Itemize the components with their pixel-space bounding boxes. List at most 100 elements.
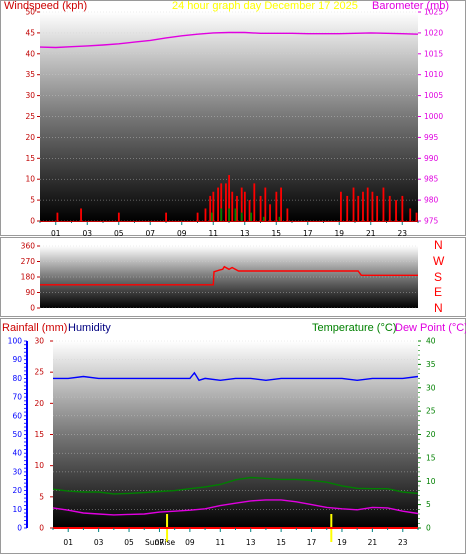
hour-tick-label: 09 [185,538,195,547]
windspeed-bar [388,195,391,221]
windspeed-bar [240,187,243,221]
baro-tick-label: 1020 [424,28,443,37]
windspeed-bar [225,183,227,221]
windspeed-bar [165,212,167,221]
baro-tick-label: 975 [424,217,439,226]
humidity-tick-label: 90 [12,355,22,364]
temp-tick-label: 30 [426,383,436,392]
barometer-axis-label: Barometer (mb) [372,0,449,12]
windspeed-bar [212,191,215,221]
temp-tick-label: 5 [426,500,431,509]
gust-bar [228,208,230,221]
windspeed-bar [357,195,360,221]
windspeed-bar [196,212,199,221]
hour-tick-label: 17 [307,538,317,547]
hour-tick-label: 19 [337,538,347,547]
windspeed-bar [248,200,251,221]
hour-tick-label: 05 [124,538,134,547]
windspeed-bar [340,191,342,221]
windspeed-bar [382,187,385,221]
hour-tick-label: 21 [366,229,376,238]
hour-tick-label: 03 [94,538,104,547]
gust-bar [220,208,223,221]
rain-tick-label: 10 [34,461,44,470]
hour-tick-label: 11 [216,538,226,547]
graph-title: 24 hour graph day December 17 2025 [172,0,358,12]
wind-tick-label: 15 [25,154,35,163]
wind-tick-label: 10 [25,175,35,184]
humidity-axis-label: Humidity [68,322,111,334]
windspeed-bar [366,187,369,221]
rain-tick-label: 25 [34,368,44,377]
windspeed-bar [253,183,256,221]
windspeed-bar [352,187,355,221]
direction-axes: 0 90 180 270 360 [21,242,40,313]
direction-tick-label: 0 [30,304,35,313]
humidity-tick-label: 60 [12,411,22,420]
hour-tick-label: 21 [368,538,378,547]
windspeed-bar [220,183,223,221]
rain-tick-label: 0 [39,524,44,533]
hour-tick-label: 09 [177,229,187,238]
humidity-tick-label: 70 [12,393,22,402]
wind-tick-label: 25 [25,112,35,121]
humidity-tick-label: 0 [17,524,22,533]
baro-tick-label: 1010 [424,70,443,79]
humidity-tick-label: 20 [12,486,22,495]
temp-tick-label: 35 [426,360,436,369]
gust-bar [262,216,265,221]
direction-tick-label: 360 [21,242,36,251]
barometer-line [39,31,419,49]
hour-tick-label: 11 [208,229,218,238]
baro-tick-label: 1005 [424,91,443,100]
windspeed-bar [275,191,278,221]
humidity-tick-label: 30 [12,467,22,476]
windspeed-bar [80,208,82,221]
temp-tick-label: 0 [426,524,431,533]
wind-baro-series [39,31,419,221]
hour-tick-label: 01 [63,538,73,547]
rainfall-axis-label: Rainfall (mm) [2,322,67,334]
hour-tick-label: 03 [82,229,92,238]
baro-tick-label: 1025 [424,8,443,17]
windspeed-bar [280,187,282,221]
temp-tick-label: 20 [426,430,436,439]
humidity-line [53,371,419,382]
direction-tick-label: 90 [25,288,35,297]
rain-tick-label: 15 [34,430,44,439]
compass-label-w: W [433,254,445,268]
wind-baro-gridlines [40,11,418,222]
windspeed-bar [243,191,246,221]
windspeed-bar [362,191,364,221]
windspeed-bar [264,187,267,221]
windspeed-bar [117,212,120,221]
humidity-tick-label: 50 [12,430,22,439]
hour-tick-label: 23 [398,538,408,547]
compass-label-n-bottom: N [434,301,443,315]
windspeed-bar [231,191,234,221]
hour-tick-label: 07 [155,538,165,547]
gust-bar [234,208,237,221]
humidity-tick-label: 10 [12,505,22,514]
sunrise-label: SunRise [145,538,175,547]
gust-bar [240,212,243,221]
wind-tick-label: 30 [25,91,35,100]
temperature-axis-label: Temperature (°C) [312,322,396,334]
baro-tick-label: 990 [424,154,439,163]
windspeed-bar [228,175,230,221]
hour-tick-label: 19 [334,229,344,238]
humidity-tick-label: 40 [12,449,22,458]
humidity-tick-label: 100 [8,337,23,346]
windspeed-bar [415,212,418,221]
temp-tick-label: 10 [426,477,436,486]
windspeed-bar [409,208,412,221]
rain-tick-label: 5 [39,492,44,501]
wind-tick-label: 50 [25,8,35,17]
hour-tick-label: 17 [303,229,313,238]
dewpoint-axis-label: Dew Point (°C) [395,322,466,334]
windspeed-axis-label: Windspeed (kph) [4,0,87,12]
windspeed-bar [401,195,404,221]
wind-tick-label: 0 [30,217,35,226]
windspeed-bar [376,195,379,221]
